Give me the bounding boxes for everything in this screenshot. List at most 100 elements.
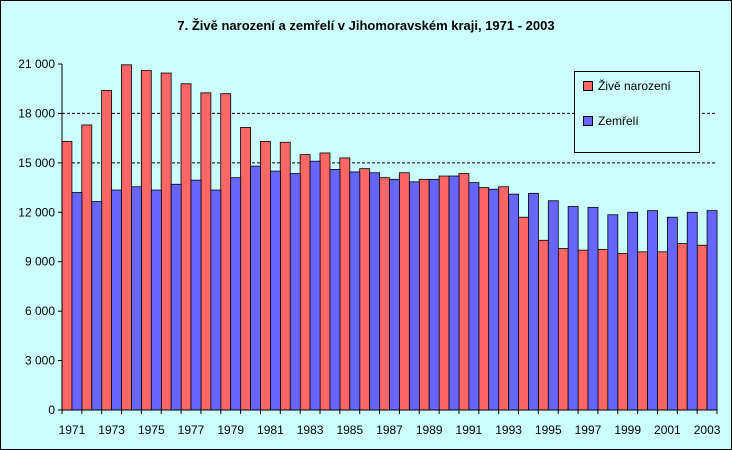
bar-births-1985: [339, 157, 351, 411]
bar-deaths-1987: [389, 178, 400, 411]
bar-births-1987: [379, 177, 390, 411]
y-tick-label: 12 000: [18, 205, 55, 219]
bar-deaths-1976: [170, 183, 182, 411]
bar-births-1983: [299, 154, 311, 411]
bar-births-1980: [240, 127, 251, 411]
bar-deaths-1991: [468, 182, 480, 411]
bar-deaths-1996: [567, 206, 579, 411]
bar-births-1971: [61, 141, 73, 411]
bar-deaths-2003: [706, 210, 718, 411]
x-tick-label: 1977: [178, 423, 205, 437]
bar-births-1975: [140, 70, 152, 411]
bar-births-1994: [518, 216, 529, 411]
bar-births-1990: [438, 175, 450, 411]
x-tick-label: 1999: [614, 423, 641, 437]
bar-births-1974: [121, 64, 132, 411]
x-tick-label: 1989: [416, 423, 443, 437]
bar-births-1997: [577, 249, 589, 411]
x-tick-label: 1987: [376, 423, 403, 437]
bar-deaths-2000: [647, 210, 658, 411]
bar-births-1989: [418, 178, 430, 411]
x-tick-label: 1979: [217, 423, 244, 437]
bar-deaths-1981: [270, 170, 281, 411]
bar-deaths-1993: [508, 193, 519, 411]
bar-deaths-1998: [607, 214, 619, 411]
y-tick-label: 0: [48, 403, 55, 417]
bar-deaths-1999: [627, 211, 639, 411]
y-tick-label: 9 000: [25, 255, 55, 269]
bar-deaths-1992: [488, 188, 500, 411]
bar-deaths-1975: [150, 189, 162, 411]
x-tick-label: 1981: [257, 423, 284, 437]
x-tick-label: 1993: [495, 423, 522, 437]
bar-births-2003: [696, 244, 708, 411]
bar-births-1972: [81, 124, 93, 411]
bar-births-1996: [557, 248, 569, 411]
bar-deaths-1982: [289, 173, 301, 411]
bar-deaths-1995: [547, 200, 559, 411]
bar-deaths-2002: [686, 211, 698, 411]
bar-births-1982: [279, 141, 291, 411]
bar-deaths-1994: [528, 192, 539, 411]
bar-deaths-1988: [408, 181, 420, 411]
x-tick-label: 1975: [138, 423, 165, 437]
bar-deaths-1989: [428, 178, 440, 411]
bar-births-1993: [498, 186, 509, 411]
x-tick-label: 1985: [336, 423, 363, 437]
bar-births-1988: [398, 172, 410, 411]
bar-deaths-1971: [71, 192, 83, 411]
bar-births-1992: [478, 187, 490, 411]
bar-births-1984: [319, 152, 331, 411]
legend-swatch-births: [583, 80, 593, 91]
bar-births-2000: [637, 251, 648, 411]
bar-deaths-1979: [230, 177, 242, 411]
bar-deaths-1972: [91, 201, 103, 411]
x-tick-label: 1995: [535, 423, 562, 437]
y-tick-label: 18 000: [18, 106, 55, 120]
bar-births-1991: [458, 173, 470, 411]
bar-births-2002: [676, 243, 688, 411]
bar-deaths-1978: [210, 189, 222, 411]
y-tick-label: 15 000: [18, 156, 55, 170]
x-tick-label: 1971: [59, 423, 86, 437]
x-tick-label: 1991: [456, 423, 483, 437]
y-tick-label: 6 000: [25, 304, 55, 318]
legend-item-births: Živě narození: [583, 79, 671, 93]
x-tick-label: 1973: [98, 423, 125, 437]
bar-deaths-1974: [131, 186, 142, 411]
bar-deaths-2001: [666, 216, 678, 411]
legend-label-births: Živě narození: [598, 79, 671, 93]
bar-births-1977: [180, 83, 192, 411]
bar-deaths-1973: [111, 189, 123, 411]
bar-births-1995: [537, 239, 549, 411]
legend-label-deaths: Zemřelí: [598, 114, 639, 128]
bar-births-1973: [101, 89, 113, 411]
legend-item-deaths: Zemřelí: [583, 114, 639, 128]
x-tick-label: 2001: [654, 423, 681, 437]
x-tick-label: 1983: [297, 423, 324, 437]
legend-swatch-deaths: [583, 115, 593, 126]
bar-deaths-1984: [329, 169, 341, 411]
bar-births-2001: [656, 251, 668, 411]
bar-deaths-1983: [309, 160, 321, 411]
y-tick-label: 21 000: [18, 57, 55, 71]
y-tick-label: 3 000: [25, 354, 55, 368]
bar-births-1979: [220, 93, 232, 411]
x-tick-label: 2003: [694, 423, 721, 437]
bar-births-1976: [160, 72, 172, 411]
chart-title: 7. Živě narození a zemřelí v Jihomoravsk…: [177, 18, 555, 33]
bar-births-1998: [597, 248, 609, 411]
bar-deaths-1977: [190, 179, 202, 411]
bar-deaths-1997: [587, 206, 599, 411]
bar-births-1986: [359, 168, 371, 411]
bar-deaths-1986: [369, 172, 381, 411]
bar-deaths-1985: [349, 171, 361, 411]
bar-births-1999: [617, 253, 629, 411]
legend: Živě narození Zemřelí: [574, 71, 700, 153]
x-tick-label: 1997: [575, 423, 602, 437]
bar-births-1978: [200, 92, 212, 411]
bar-births-1981: [260, 141, 271, 411]
bar-deaths-1990: [448, 175, 460, 411]
